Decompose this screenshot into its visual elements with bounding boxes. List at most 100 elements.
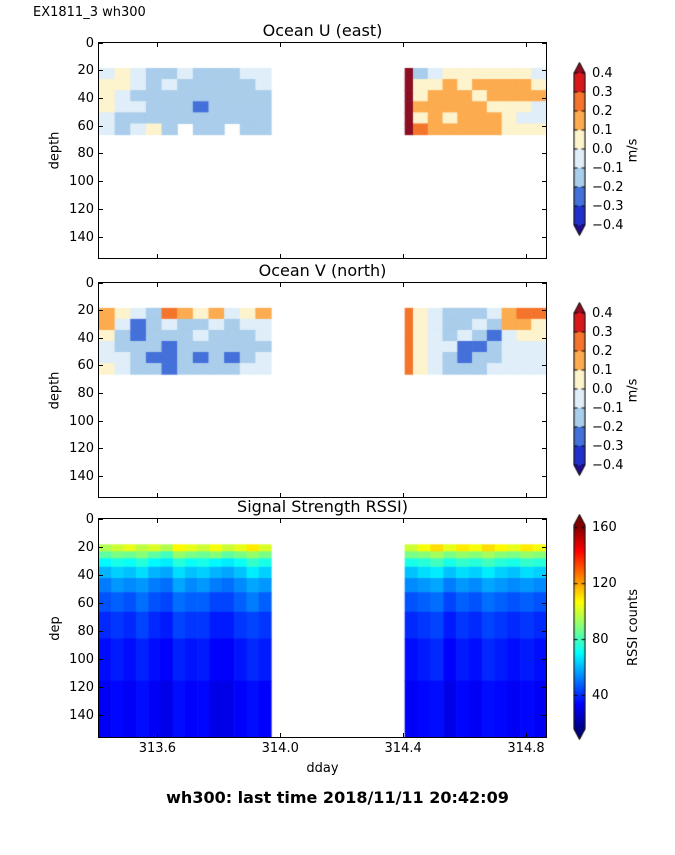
status-line: wh300: last time 2018/11/11 20:42:09	[166, 788, 509, 807]
colorbar-ocean-u-label: m/s	[624, 62, 642, 238]
y-tick-mark	[99, 310, 103, 312]
x-tick-label: 314.8	[507, 741, 545, 756]
colorbar-ocean-v: m/s 0.4 0.3 0.2 0.1 0.0 −0.1 −0.2 −0.3 −0.4	[568, 302, 674, 478]
y-tick-mark	[542, 97, 546, 99]
x-tick-mark	[156, 519, 158, 523]
y-tick-mark	[99, 475, 103, 477]
x-tick-mark	[525, 254, 527, 258]
colorbar-tick-label: 0.2	[592, 103, 613, 119]
x-tick-mark	[279, 43, 281, 47]
y-tick-mark	[542, 687, 546, 689]
x-tick-mark	[525, 43, 527, 47]
y-tick-mark	[99, 546, 103, 548]
y-tick-mark	[99, 392, 103, 394]
y-tick-label: 40	[77, 330, 94, 346]
y-tick-label: 100	[69, 413, 94, 429]
y-tick-mark	[542, 70, 546, 72]
colorbar-tick-label: 120	[592, 576, 617, 592]
x-tick-mark	[525, 519, 527, 523]
x-tick-label: 313.6	[138, 741, 176, 756]
panel-ocean-u-title: Ocean U (east)	[262, 21, 383, 40]
y-tick-mark	[99, 236, 103, 238]
x-tick-mark	[402, 254, 404, 258]
y-tick-mark	[542, 659, 546, 661]
colorbar-rssi-label-text: RSSI counts	[625, 589, 641, 666]
ocean-u-heatmap	[99, 43, 546, 258]
panel-rssi: Signal Strength RSSI) dep 313.6 314.0 314.…	[48, 497, 547, 756]
colorbar-rssi: RSSI counts 160 120 80 40	[568, 514, 674, 741]
x-tick-mark	[156, 43, 158, 47]
y-tick-mark	[99, 365, 103, 367]
y-tick-mark	[99, 97, 103, 99]
y-tick-label: 100	[69, 174, 94, 190]
y-tick-mark	[99, 420, 103, 422]
y-tick-mark	[542, 448, 546, 450]
colorbar-tick-label: −0.4	[592, 457, 624, 473]
y-tick-mark	[542, 631, 546, 633]
y-tick-mark	[99, 659, 103, 661]
y-tick-label: 80	[77, 146, 94, 162]
y-tick-label: 0	[85, 511, 94, 527]
y-tick-mark	[542, 42, 546, 44]
y-tick-label: 60	[77, 118, 94, 134]
y-tick-mark	[99, 181, 103, 183]
colorbar-tick-label: −0.1	[592, 160, 624, 176]
y-tick-label: 60	[77, 358, 94, 374]
y-tick-mark	[99, 574, 103, 576]
x-tick-mark	[156, 283, 158, 287]
y-tick-mark	[99, 518, 103, 520]
y-tick-mark	[542, 208, 546, 210]
figure-header: EX1811_3 wh300	[33, 5, 146, 20]
x-tick-mark	[279, 519, 281, 523]
panel-ocean-v: Ocean V (north) depth 0 20 40 60 80 100 120 140	[48, 261, 547, 498]
colorbar-tick-label: 0.0	[592, 381, 613, 397]
y-tick-mark	[542, 310, 546, 312]
y-tick-label: 20	[77, 303, 94, 319]
colorbar-tick-label: −0.3	[592, 438, 624, 454]
ocean-v-heatmap	[99, 283, 546, 497]
y-tick-mark	[99, 282, 103, 284]
x-axis-label: dday	[306, 761, 339, 776]
panel-ocean-u: Ocean U (east) depth 0 20 40 60 80 100 120 140	[48, 21, 547, 259]
colorbar-rssi-canvas	[573, 514, 586, 741]
panel-rssi-title: Signal Strength RSSI)	[237, 497, 408, 516]
y-tick-mark	[542, 420, 546, 422]
x-tick-mark	[402, 733, 404, 737]
colorbar-tick-label: 0.4	[592, 65, 613, 81]
colorbar-tick-label: 80	[592, 632, 609, 648]
y-tick-mark	[542, 337, 546, 339]
y-tick-label: 120	[69, 441, 94, 457]
x-tick-mark	[279, 254, 281, 258]
x-tick-label: 314.0	[261, 741, 299, 756]
x-tick-mark	[279, 493, 281, 497]
colorbar-tick-label: 0.3	[592, 324, 613, 340]
rssi-heatmap	[99, 519, 546, 737]
y-tick-mark	[542, 181, 546, 183]
y-tick-label: 0	[85, 275, 94, 291]
colorbar-ocean-v-label-text: m/s	[625, 378, 641, 402]
y-tick-mark	[542, 125, 546, 127]
x-tick-mark	[525, 733, 527, 737]
colorbar-ocean-u-label-text: m/s	[625, 138, 641, 162]
y-tick-mark	[542, 236, 546, 238]
y-tick-mark	[542, 715, 546, 717]
x-tick-mark	[402, 493, 404, 497]
y-tick-mark	[542, 282, 546, 284]
y-tick-label: 0	[85, 35, 94, 51]
y-tick-mark	[542, 518, 546, 520]
y-tick-mark	[99, 70, 103, 72]
y-tick-label: 120	[69, 201, 94, 217]
panel-ocean-v-title: Ocean V (north)	[258, 261, 387, 280]
colorbar-tick-label: 0.1	[592, 362, 613, 378]
colorbar-tick-label: −0.2	[592, 179, 624, 195]
colorbar-tick-label: 0.3	[592, 84, 613, 100]
y-tick-label: 40	[77, 90, 94, 106]
x-tick-mark	[156, 493, 158, 497]
colorbar-tick-label: 0.1	[592, 122, 613, 138]
colorbar-tick-label: 0.4	[592, 305, 613, 321]
y-tick-label: 20	[77, 63, 94, 79]
colorbar-tick-label: −0.1	[592, 400, 624, 416]
y-tick-label: 100	[69, 652, 94, 668]
y-tick-mark	[542, 546, 546, 548]
